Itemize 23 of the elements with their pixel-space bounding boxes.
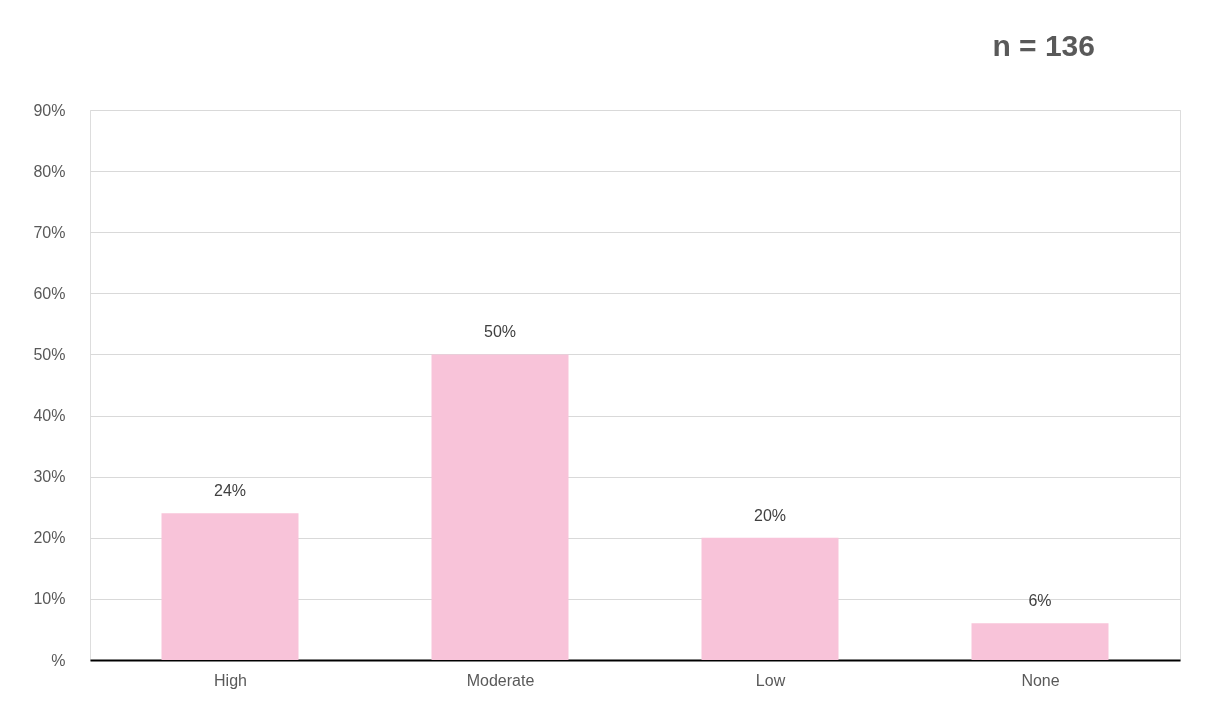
y-tick-label: 80%: [33, 162, 66, 180]
y-tick-label: 40%: [33, 407, 66, 425]
text: n = 136: [992, 29, 1095, 62]
data-label: 24%: [213, 482, 247, 500]
bar: [971, 623, 1109, 660]
y-tick-label: %: [51, 651, 66, 669]
bar: [701, 537, 839, 660]
bar: [161, 513, 299, 660]
y-tick-label: 70%: [33, 223, 66, 241]
x-tick-label: Moderate: [466, 671, 535, 689]
bar: [431, 354, 569, 660]
y-tick-label: 10%: [33, 590, 66, 608]
x-tick-label: High: [214, 671, 247, 689]
x-tick-label: Low: [755, 671, 786, 689]
y-tick-label: 20%: [33, 529, 66, 547]
data-label: 20%: [753, 506, 787, 524]
y-tick-label: 50%: [33, 345, 66, 363]
y-tick-label: 90%: [33, 101, 66, 119]
y-tick-label: 30%: [33, 468, 66, 486]
y-tick-label: 60%: [33, 284, 66, 302]
x-tick-label: None: [1021, 671, 1060, 689]
data-label: 6%: [1028, 592, 1052, 610]
data-label: 50%: [483, 323, 517, 341]
